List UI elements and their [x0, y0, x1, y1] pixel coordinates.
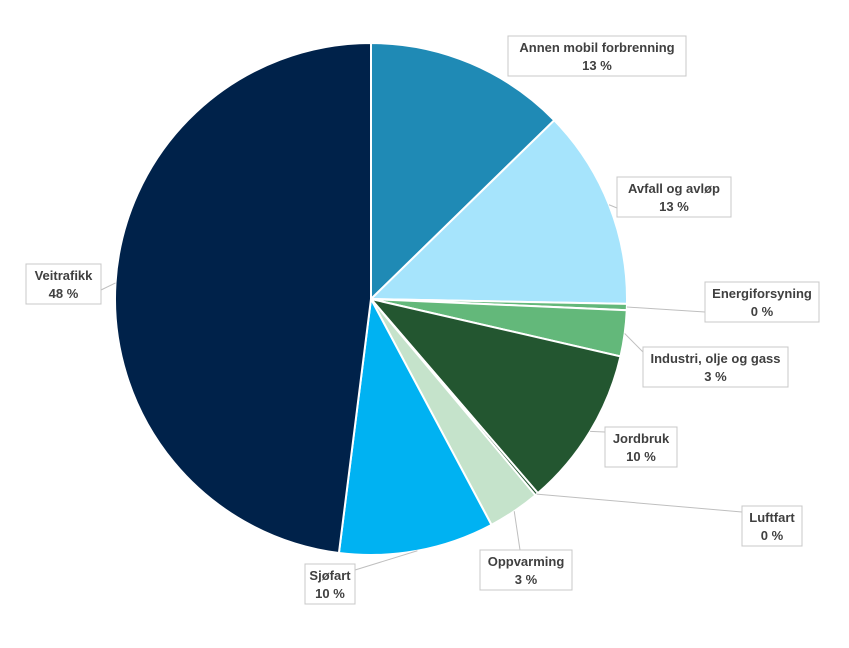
leader-line-oppvarming [513, 511, 521, 551]
pie-slice-jordbruk [368, 297, 622, 495]
data-label-box-avfall-og-avlop [616, 176, 732, 218]
slice-value-annen-mobil-forbrenning: 13 % [582, 58, 612, 73]
slice-label-veitrafikk: Veitrafikk [35, 268, 94, 283]
data-label-box-luftfart [741, 505, 803, 547]
slice-value-veitrafikk: 48 % [49, 286, 79, 301]
slice-label-energiforsyning: Energiforsyning [712, 286, 812, 301]
leader-line-industri-olje-og-gass [624, 333, 644, 353]
data-label-box-oppvarming [479, 549, 573, 591]
data-label-box-energiforsyning [704, 281, 820, 323]
leader-lines [100, 204, 743, 571]
data-labels: Annen mobil forbrenning 13 % Avfall og avl… [25, 35, 820, 605]
pie-slices [114, 41, 628, 556]
slice-value-energiforsyning: 0 % [751, 304, 774, 319]
data-label-box-veitrafikk [25, 263, 102, 305]
slice-value-avfall-og-avlop: 13 % [659, 199, 689, 214]
pie-slice-annen-mobil-forbrenning [370, 41, 556, 302]
leader-line-veitrafikk [100, 282, 116, 291]
leader-line-jordbruk [590, 430, 606, 433]
data-label-box-annen-mobil-forbrenning [507, 35, 687, 77]
leader-line-energiforsyning [626, 306, 706, 313]
leader-line-avfall-og-avlop [608, 204, 618, 209]
slice-label-industri-olje-og-gass: Industri, olje og gass [650, 351, 780, 366]
leader-line-luftfart [536, 493, 743, 513]
slice-label-oppvarming: Oppvarming [488, 554, 565, 569]
slice-label-luftfart: Luftfart [749, 510, 795, 525]
slice-label-sjofart: Sjøfart [309, 568, 351, 583]
data-label-box-sjofart [304, 563, 356, 605]
slice-label-avfall-og-avlop: Avfall og avløp [628, 181, 720, 196]
slice-value-sjofart: 10 % [315, 586, 345, 601]
slice-value-industri-olje-og-gass: 3 % [704, 369, 727, 384]
data-label-box-jordbruk [604, 426, 678, 468]
slice-value-luftfart: 0 % [761, 528, 784, 543]
pie-slice-veitrafikk [114, 41, 372, 555]
slice-value-jordbruk: 10 % [626, 449, 656, 464]
leader-line-sjofart [354, 550, 418, 571]
slice-label-jordbruk: Jordbruk [613, 431, 670, 446]
data-label-box-industri-olje-og-gass [642, 346, 789, 388]
slice-label-annen-mobil-forbrenning: Annen mobil forbrenning [519, 40, 674, 55]
slice-value-oppvarming: 3 % [515, 572, 538, 587]
